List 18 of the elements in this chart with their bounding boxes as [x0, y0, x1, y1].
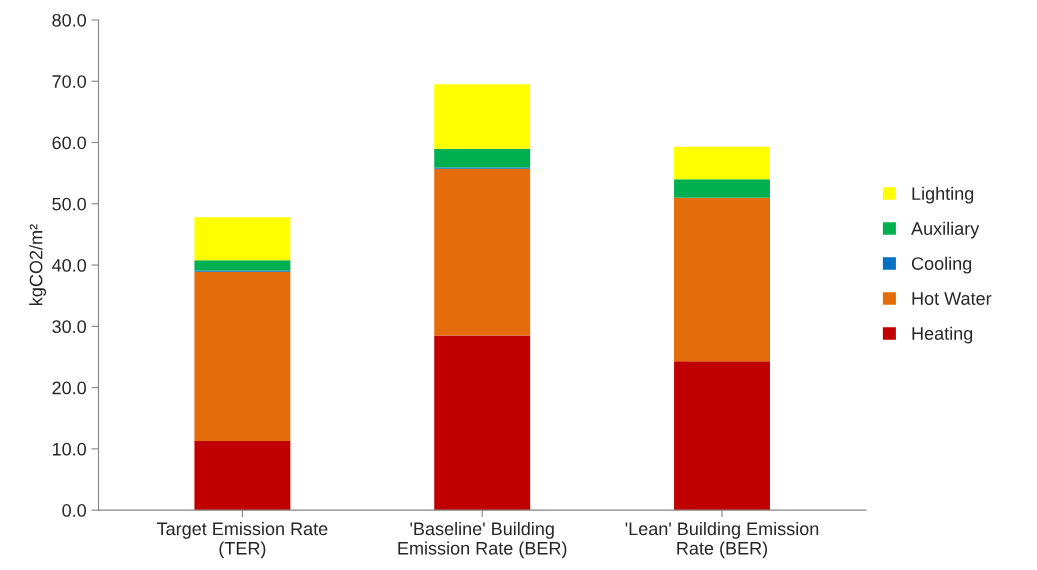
y-tick-label: 60.0: [52, 136, 87, 150]
x-tick-label: 'Lean' Building Emission Rate (BER): [625, 521, 819, 559]
legend-label: Hot Water: [912, 292, 992, 305]
y-tick-label: 20.0: [52, 381, 87, 395]
x-tick-label: Target Emission Rate (TER): [157, 521, 328, 559]
x-tick-label: 'Baseline' Building Emission Rate (BER): [398, 521, 567, 559]
legend-label: Cooling: [911, 256, 972, 274]
y-tick-label: 50.0: [52, 197, 87, 211]
y-tick-label: 30.0: [52, 320, 87, 334]
y-axis-title: kgCO2/m²: [29, 224, 47, 305]
legend-label: Heating: [912, 326, 973, 344]
legend-label: Lighting: [912, 186, 974, 204]
y-tick-label: 70.0: [52, 75, 87, 88]
y-tick-label: 0.0: [62, 504, 87, 517]
legend-label: Auxiliary: [911, 221, 980, 239]
y-tick-label: 40.0: [51, 258, 87, 272]
y-tick-label: 80.0: [52, 13, 87, 27]
y-tick-label: 10.0: [52, 442, 87, 456]
